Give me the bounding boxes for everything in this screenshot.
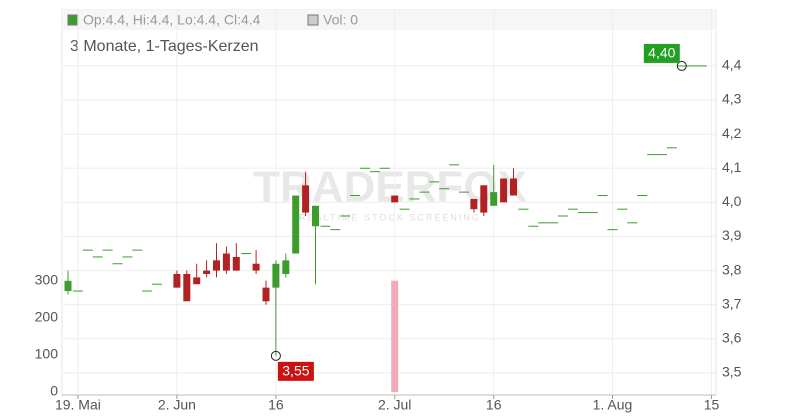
x-tick-label: 2. Jun [158,397,196,413]
candle-body [262,287,270,302]
candle-body [490,192,498,206]
y2-tick-label: 300 [35,271,59,287]
legend-text: Op:4.4, Hi:4.4, Lo:4.4, Cl:4.4 [83,12,261,28]
x-tick-label: 15 [704,397,720,413]
candle-body [302,185,310,213]
volume-bar [391,280,399,392]
info-strip [62,10,716,30]
legend-text: Vol: 0 [323,12,358,28]
annotation-label: 4,40 [648,45,675,61]
y-tick-label: 3,5 [722,364,742,380]
y-tick-label: 4,2 [722,125,742,141]
y2-tick-label: 0 [50,383,58,399]
annotation-label: 3,55 [282,363,309,379]
x-tick-label: 16 [268,397,284,413]
candle-body [272,263,280,288]
candle-body [292,195,300,254]
legend-swatch [307,14,319,26]
y2-tick-label: 100 [35,346,59,362]
candle-body [193,277,201,285]
y-tick-label: 4,1 [722,159,742,175]
y-tick-label: 3,8 [722,261,742,277]
candle-body [232,256,240,271]
x-tick-label: 2. Jul [378,397,411,413]
y-tick-label: 3,7 [722,295,742,311]
annotation-marker [270,350,281,361]
legend-swatch [67,14,79,26]
subtitle: 3 Monate, 1-Tages-Kerzen [70,38,259,55]
candle-body [510,178,517,196]
annotation-box [643,43,680,63]
y-tick-label: 4,4 [722,57,742,73]
candle-body [64,280,72,292]
x-tick-label: 16 [486,397,502,413]
y-tick-label: 4,0 [722,193,742,209]
candle-body [391,195,399,203]
x-tick-label: 1. Aug [593,397,633,413]
candle-body [183,273,191,302]
x-tick-label: 19. Mai [55,397,101,413]
candle-body [480,185,488,213]
candle-body [470,198,478,210]
y-tick-label: 3,9 [722,227,742,243]
candle-body [282,260,290,274]
candle-body [222,253,230,271]
watermark-sub: REALTIME STOCK SCREENING [299,212,481,222]
candle-body [312,205,319,227]
candle-body [173,273,181,288]
annotation-box [277,361,314,381]
y2-tick-label: 200 [35,309,59,325]
candle-body [203,270,211,274]
y-tick-label: 4,3 [722,91,742,107]
candle-body [500,178,508,203]
candle-body [252,263,260,271]
candle-body [213,260,220,271]
y-tick-label: 3,6 [722,329,742,345]
annotation-marker [676,60,687,71]
